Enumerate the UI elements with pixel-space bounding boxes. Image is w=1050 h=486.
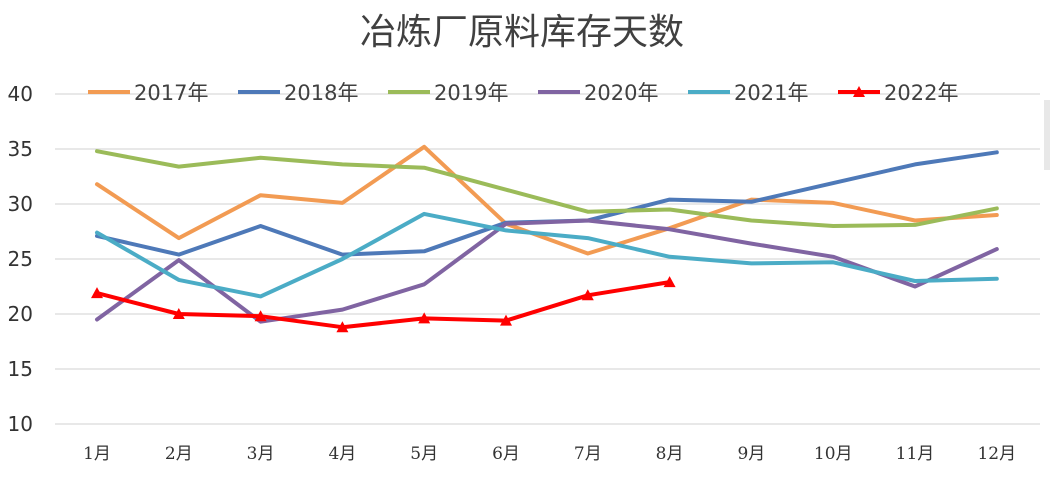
legend-label: 2017年 [134, 81, 208, 105]
series-line [95, 211, 999, 299]
legend-label: 2022年 [884, 81, 958, 105]
series-line [95, 144, 999, 256]
x-tick-label: 4月 [328, 444, 356, 464]
series-2017年 [95, 144, 999, 256]
data-point-marker [336, 321, 349, 333]
legend-label: 2019年 [434, 81, 508, 105]
x-axis-ticks: 1月 2月 3月 4月 5月 6月 7月 8月 9月 10月 11月 12月 [83, 444, 1016, 464]
legend-item-2021年: 2021年 [688, 81, 808, 105]
x-tick-label: 7月 [574, 444, 602, 464]
x-tick-label: 6月 [492, 444, 520, 464]
x-tick-label: 10月 [814, 444, 853, 464]
y-tick-label: 10 [8, 412, 33, 436]
series-line [95, 218, 999, 324]
x-tick-label: 9月 [737, 444, 765, 464]
y-tick-label: 25 [8, 247, 33, 271]
legend-marker [853, 86, 865, 97]
data-point-marker [581, 289, 594, 301]
legend: 2017年 2018年 2019年 2020年 2021年 2022年 [88, 81, 958, 105]
y-axis-ticks: 10 15 20 25 30 35 40 [8, 82, 33, 436]
legend-label: 2021年 [734, 81, 808, 105]
x-tick-label: 3月 [247, 444, 275, 464]
data-point-marker [500, 314, 512, 326]
scrollbar-fragment [1044, 100, 1050, 170]
series-lines [91, 144, 999, 333]
series-2019年 [95, 149, 999, 228]
legend-item-2020年: 2020年 [538, 81, 658, 105]
legend-item-2022年: 2022年 [838, 81, 958, 105]
y-tick-label: 40 [8, 82, 33, 106]
x-tick-label: 1月 [83, 444, 111, 464]
data-point-marker [172, 308, 185, 319]
y-tick-label: 20 [8, 302, 33, 326]
legend-label: 2018年 [284, 81, 358, 105]
data-point-marker [91, 287, 103, 299]
legend-item-2018年: 2018年 [238, 81, 358, 105]
chart-title: 冶炼厂原料库存天数 [360, 12, 684, 53]
series-line [95, 149, 999, 228]
series-2020年 [95, 218, 999, 324]
series-line [95, 280, 672, 330]
x-tick-label: 12月 [977, 444, 1016, 464]
data-point-marker [418, 312, 431, 324]
legend-label: 2020年 [584, 81, 658, 105]
legend-item-2019年: 2019年 [388, 81, 508, 105]
series-2021年 [95, 211, 999, 299]
x-tick-label: 2月 [165, 444, 193, 464]
y-tick-label: 35 [8, 137, 33, 161]
data-point-marker [663, 276, 676, 288]
series-2022年 [91, 276, 676, 333]
x-tick-label: 5月 [410, 444, 438, 464]
legend-item-2017年: 2017年 [88, 81, 208, 105]
data-point-marker [254, 310, 267, 322]
y-tick-label: 15 [8, 357, 33, 381]
grid-lines [55, 93, 1040, 425]
x-tick-label: 8月 [656, 444, 684, 464]
x-tick-label: 11月 [896, 444, 935, 464]
y-tick-label: 30 [8, 192, 33, 216]
